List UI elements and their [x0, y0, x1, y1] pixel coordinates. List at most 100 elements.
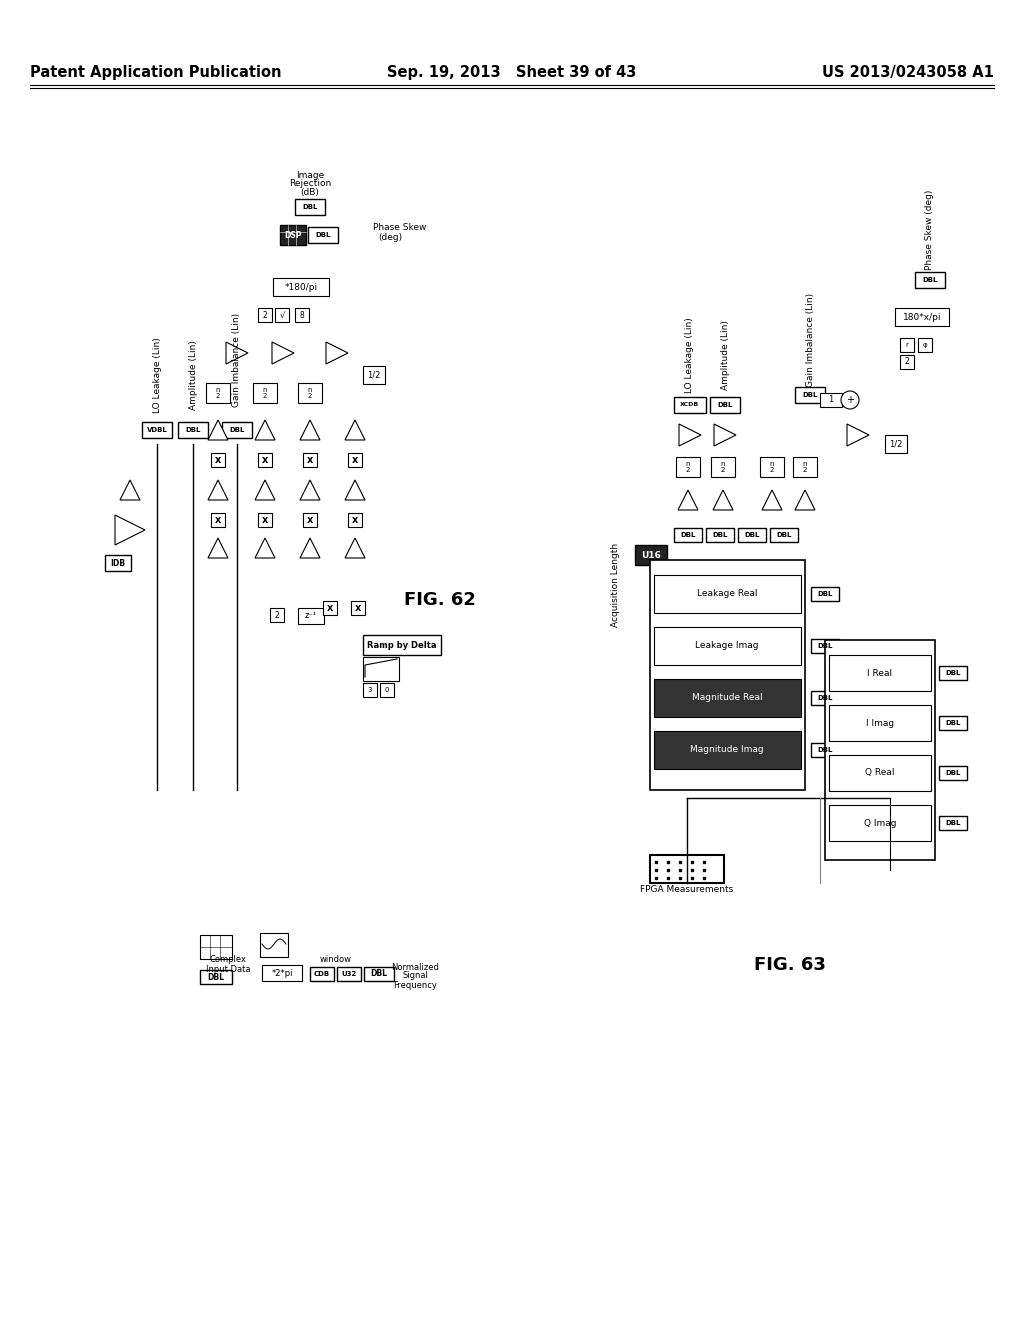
- Text: n
2: n 2: [263, 387, 267, 400]
- Bar: [820, 393, 842, 407]
- Bar: [280, 224, 306, 246]
- Bar: [303, 513, 317, 527]
- Text: Rejection: Rejection: [289, 180, 331, 189]
- Text: 1/2: 1/2: [368, 371, 381, 380]
- Text: DBL: DBL: [371, 969, 387, 978]
- Polygon shape: [226, 342, 248, 364]
- Polygon shape: [795, 490, 815, 510]
- Bar: [654, 576, 801, 612]
- Text: Q Imag: Q Imag: [864, 818, 896, 828]
- Bar: [706, 528, 734, 543]
- Polygon shape: [847, 424, 869, 446]
- Text: n
2: n 2: [686, 461, 690, 474]
- Bar: [362, 682, 377, 697]
- Text: x: x: [307, 515, 313, 525]
- Text: x: x: [262, 515, 268, 525]
- Text: z⁻¹: z⁻¹: [305, 611, 317, 620]
- Text: DBL: DBL: [817, 643, 833, 649]
- Text: DBL: DBL: [945, 770, 961, 776]
- Text: *180/pi: *180/pi: [285, 282, 317, 292]
- Text: XCDB: XCDB: [680, 403, 699, 408]
- Text: DBL: DBL: [923, 277, 938, 282]
- Text: 2: 2: [904, 358, 909, 367]
- Bar: [206, 383, 230, 403]
- Text: U32: U32: [341, 972, 356, 977]
- Bar: [895, 308, 949, 326]
- Text: DBL: DBL: [302, 205, 317, 210]
- Bar: [260, 933, 288, 957]
- Bar: [711, 457, 735, 477]
- Polygon shape: [120, 480, 140, 500]
- Text: n
2: n 2: [216, 387, 220, 400]
- Text: DSP: DSP: [285, 231, 302, 239]
- Bar: [258, 308, 272, 322]
- Bar: [200, 935, 232, 960]
- Text: n
2: n 2: [803, 461, 807, 474]
- Text: Magnitude Imag: Magnitude Imag: [690, 746, 764, 755]
- Bar: [710, 397, 740, 413]
- Bar: [308, 227, 338, 243]
- Text: US 2013/0243058 A1: US 2013/0243058 A1: [822, 66, 994, 81]
- Circle shape: [841, 391, 859, 409]
- Text: Q Real: Q Real: [865, 768, 895, 777]
- Text: DBL: DBL: [713, 532, 728, 539]
- Polygon shape: [714, 424, 736, 446]
- Text: I Imag: I Imag: [866, 718, 894, 727]
- Text: Patent Application Publication: Patent Application Publication: [30, 66, 282, 81]
- Bar: [918, 338, 932, 352]
- Polygon shape: [300, 539, 319, 558]
- Text: 1/2: 1/2: [889, 440, 903, 449]
- Bar: [738, 528, 766, 543]
- Bar: [829, 755, 931, 791]
- Text: φ: φ: [923, 342, 928, 348]
- Polygon shape: [713, 490, 733, 510]
- Text: I Real: I Real: [867, 668, 893, 677]
- Text: 3: 3: [368, 686, 373, 693]
- Bar: [323, 601, 337, 615]
- Text: Normalized: Normalized: [391, 962, 439, 972]
- Polygon shape: [345, 480, 365, 500]
- Text: Input Data: Input Data: [206, 965, 250, 974]
- Bar: [295, 308, 309, 322]
- Bar: [795, 387, 825, 403]
- Text: x: x: [327, 603, 333, 612]
- Bar: [362, 657, 399, 681]
- Polygon shape: [208, 420, 228, 440]
- Bar: [380, 682, 394, 697]
- Bar: [178, 422, 208, 438]
- Text: Ramp by Delta: Ramp by Delta: [368, 640, 437, 649]
- Bar: [811, 743, 839, 756]
- Text: VDBL: VDBL: [146, 426, 167, 433]
- Polygon shape: [300, 480, 319, 500]
- Text: window: window: [319, 956, 352, 965]
- Bar: [674, 528, 702, 543]
- Text: 2: 2: [262, 310, 267, 319]
- Polygon shape: [762, 490, 782, 510]
- Text: 180*x/pi: 180*x/pi: [903, 313, 941, 322]
- Text: Phase Skew: Phase Skew: [373, 223, 426, 232]
- Bar: [885, 436, 907, 453]
- Text: DBL: DBL: [315, 232, 331, 238]
- Bar: [829, 655, 931, 690]
- Text: Gain Imbalance (Lin): Gain Imbalance (Lin): [232, 313, 242, 407]
- Text: DBL: DBL: [817, 591, 833, 597]
- Text: DBL: DBL: [229, 426, 245, 433]
- Polygon shape: [345, 539, 365, 558]
- Bar: [337, 968, 361, 981]
- Text: U16: U16: [641, 550, 660, 560]
- Text: DBL: DBL: [945, 671, 961, 676]
- Polygon shape: [678, 490, 698, 510]
- Text: Leakage Real: Leakage Real: [696, 590, 758, 598]
- Bar: [635, 545, 667, 565]
- Bar: [362, 366, 385, 384]
- Bar: [939, 667, 967, 680]
- Polygon shape: [345, 420, 365, 440]
- Polygon shape: [208, 539, 228, 558]
- Bar: [811, 587, 839, 601]
- Bar: [310, 968, 334, 981]
- Text: x: x: [352, 515, 358, 525]
- Text: Signal: Signal: [402, 972, 428, 981]
- Bar: [650, 560, 805, 789]
- Bar: [295, 199, 325, 215]
- Text: r: r: [905, 342, 908, 348]
